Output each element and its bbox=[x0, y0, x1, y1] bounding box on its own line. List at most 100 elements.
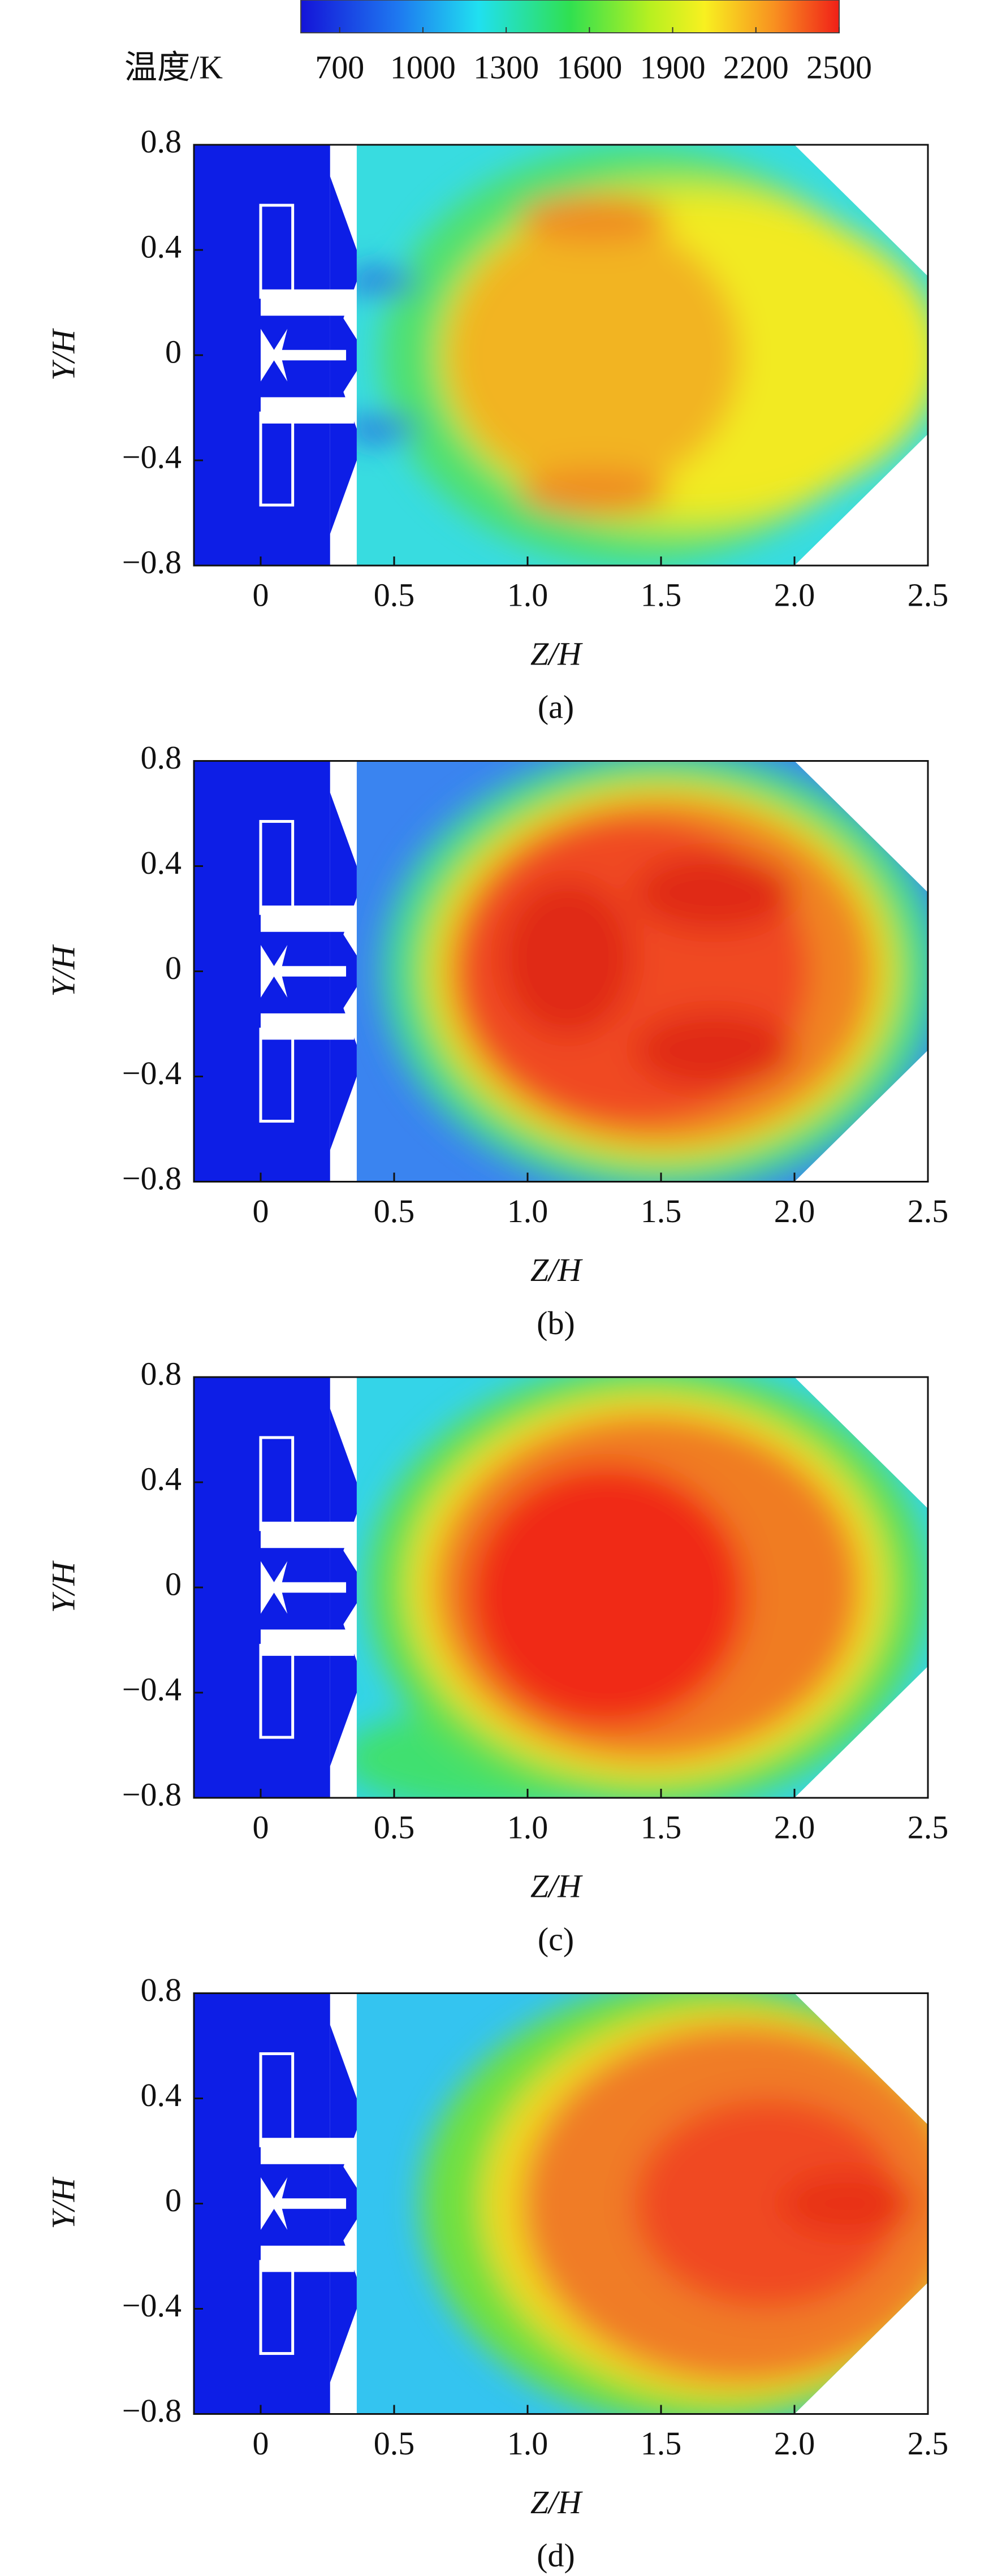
field-blob bbox=[469, 1464, 747, 1727]
x-tick-label: 2.5 bbox=[908, 576, 949, 613]
temperature-field bbox=[356, 145, 928, 566]
x-axis-label: Z/H bbox=[530, 1252, 583, 1288]
colorbar-tick-label: 1600 bbox=[556, 49, 622, 85]
contour-plot: 0 0.5 1.0 1.5 2.0 2.5 −0.8 −0.4 0 0.4 0.8 Z/H Y/H (c) bbox=[45, 1355, 948, 1957]
x-tick-label: 0.5 bbox=[374, 576, 415, 613]
contour-plot: 0 0.5 1.0 1.5 2.0 2.5 −0.8 −0.4 0 0.4 0.8 Z/H Y/H (b) bbox=[45, 739, 948, 1341]
colorbar-tick-label: 700 bbox=[315, 49, 364, 85]
x-tick-label: 0 bbox=[253, 2425, 269, 2462]
x-tick-label: 0 bbox=[253, 1193, 269, 1229]
x-tick-label: 1.5 bbox=[641, 2425, 682, 2462]
y-tick-label: −0.4 bbox=[122, 2287, 182, 2324]
x-tick-label: 1.5 bbox=[641, 1809, 682, 1845]
y-tick-label: −0.8 bbox=[122, 1776, 182, 1813]
field-blobs bbox=[356, 145, 928, 566]
colorbar-tick-label: 1000 bbox=[390, 49, 456, 85]
field-blob bbox=[356, 418, 418, 439]
y-tick-label: 0.4 bbox=[141, 844, 182, 881]
field-blob bbox=[447, 218, 741, 492]
y-tick-label: 0 bbox=[165, 1565, 182, 1602]
x-axis-label: Z/H bbox=[530, 1867, 583, 1904]
x-tick-label: 2.0 bbox=[774, 1193, 815, 1229]
injector-bar bbox=[261, 1521, 355, 1548]
field-blob bbox=[519, 468, 670, 516]
x-tick-label: 0.5 bbox=[374, 2425, 415, 2462]
contour-plot: 0 0.5 1.0 1.5 2.0 2.5 −0.8 −0.4 0 0.4 0.8 Z/H Y/H (a) bbox=[45, 123, 948, 725]
x-tick-label: 2.0 bbox=[774, 576, 815, 613]
colorbar bbox=[300, 0, 840, 33]
field-blobs bbox=[381, 761, 928, 1182]
colorbar-tick-label: 2500 bbox=[806, 49, 872, 85]
temperature-field bbox=[356, 1377, 928, 1798]
y-tick-label: 0.4 bbox=[141, 228, 182, 265]
field-blob bbox=[781, 2172, 915, 2236]
x-tick-label: 2.5 bbox=[908, 1809, 949, 1845]
field-blob bbox=[634, 2098, 901, 2309]
y-tick-label: 0 bbox=[165, 333, 182, 370]
x-tick-label: 2.5 bbox=[908, 1193, 949, 1229]
y-tick-label: 0.4 bbox=[141, 2077, 182, 2113]
x-tick-label: 1.0 bbox=[507, 2425, 548, 2462]
y-axis-label: Y/H bbox=[45, 328, 81, 381]
y-tick-label: −0.8 bbox=[122, 2392, 182, 2429]
caption: (b) bbox=[537, 1305, 575, 1341]
field-blobs bbox=[356, 1377, 928, 1798]
x-axis-label: Z/H bbox=[530, 2484, 583, 2521]
x-axis-label: Z/H bbox=[530, 635, 583, 672]
caption: (c) bbox=[538, 1921, 574, 1957]
injector-star bbox=[261, 2177, 347, 2230]
x-tick-label: 1.5 bbox=[641, 1193, 682, 1229]
y-tick-label: −0.8 bbox=[122, 1160, 182, 1197]
injector-star bbox=[261, 945, 347, 998]
x-tick-label: 1.0 bbox=[507, 1809, 548, 1845]
caption: (a) bbox=[538, 688, 574, 725]
injector-bar bbox=[261, 2245, 355, 2272]
y-axis-label: Y/H bbox=[45, 944, 81, 996]
field-blob bbox=[634, 1011, 794, 1090]
x-tick-label: 0 bbox=[253, 1809, 269, 1845]
y-axis-label: Y/H bbox=[45, 2176, 81, 2229]
y-tick-label: −0.4 bbox=[122, 438, 182, 475]
injector-bar bbox=[261, 1629, 355, 1656]
y-tick-label: 0 bbox=[165, 2182, 182, 2219]
y-tick-label: 0.8 bbox=[141, 123, 182, 159]
y-tick-label: 0.4 bbox=[141, 1460, 182, 1497]
x-tick-label: 1.0 bbox=[507, 576, 548, 613]
field-blob bbox=[519, 195, 670, 243]
field-blob bbox=[500, 879, 634, 1037]
y-tick-label: −0.8 bbox=[122, 543, 182, 580]
temperature-field bbox=[356, 1993, 928, 2414]
x-tick-label: 1.0 bbox=[507, 1193, 548, 1229]
colorbar-tick-label: 1300 bbox=[473, 49, 539, 85]
y-tick-label: 0.8 bbox=[141, 1971, 182, 2008]
field-blobs bbox=[421, 1993, 928, 2414]
y-tick-label: −0.4 bbox=[122, 1671, 182, 1707]
x-tick-label: 1.5 bbox=[641, 576, 682, 613]
caption: (d) bbox=[537, 2537, 575, 2574]
injector-bar bbox=[261, 2138, 355, 2164]
x-tick-label: 0 bbox=[253, 576, 269, 613]
y-tick-label: 0.8 bbox=[141, 1355, 182, 1392]
injector-bar bbox=[261, 905, 355, 932]
y-tick-label: 0 bbox=[165, 950, 182, 986]
colorbar-label: 温度/K bbox=[124, 49, 223, 85]
x-tick-label: 2.0 bbox=[774, 2425, 815, 2462]
injector-bar bbox=[261, 1013, 355, 1040]
colorbar-tick-label: 2200 bbox=[723, 49, 789, 85]
x-tick-label: 0.5 bbox=[374, 1193, 415, 1229]
x-tick-label: 2.5 bbox=[908, 2425, 949, 2462]
injector-bar bbox=[261, 397, 355, 424]
contour-plot: 0 0.5 1.0 1.5 2.0 2.5 −0.8 −0.4 0 0.4 0.8 Z/H Y/H (d) bbox=[45, 1971, 949, 2574]
injector-bar bbox=[261, 289, 355, 316]
field-blob bbox=[634, 853, 794, 932]
x-tick-label: 2.0 bbox=[774, 1809, 815, 1845]
field-blob bbox=[356, 271, 418, 292]
colorbar-tick-label: 1900 bbox=[640, 49, 706, 85]
x-tick-label: 0.5 bbox=[374, 1809, 415, 1845]
injector-star bbox=[261, 1561, 347, 1614]
temperature-field bbox=[356, 761, 928, 1182]
y-tick-label: 0.8 bbox=[141, 739, 182, 776]
y-tick-label: −0.4 bbox=[122, 1055, 182, 1091]
